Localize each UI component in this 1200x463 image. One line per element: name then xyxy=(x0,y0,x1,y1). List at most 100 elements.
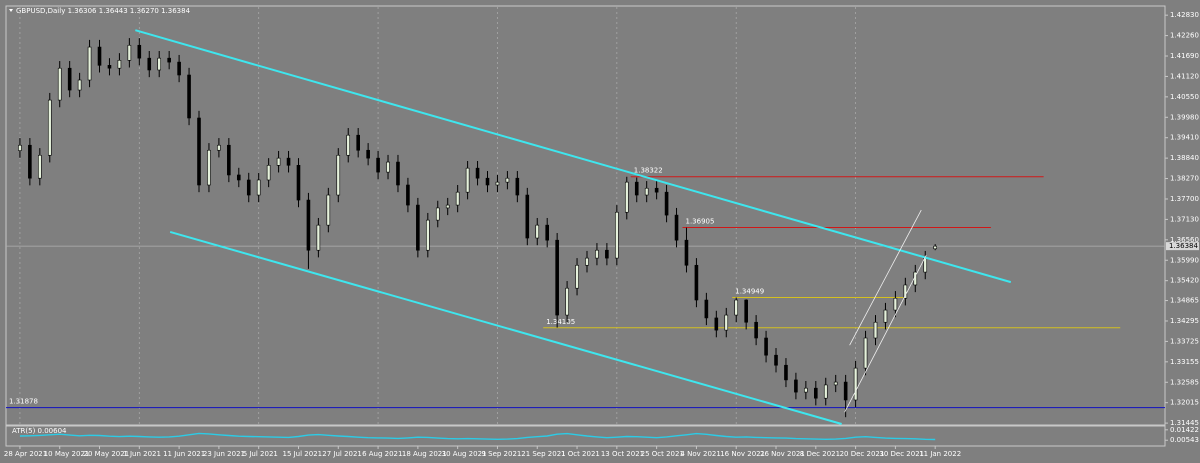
candle-body xyxy=(416,204,420,251)
level-label: 1.36905 xyxy=(685,217,714,225)
axis: 1.42830 1.42260 1.41690 1.41120 1.40550 1.399… xyxy=(4,11,1199,458)
candle-body xyxy=(774,354,778,366)
candle-body xyxy=(704,299,709,319)
candle-body xyxy=(455,191,460,206)
x-tick-label: 8 Dec 2021 xyxy=(800,450,840,458)
y-tick-label: 1.38840 xyxy=(1170,154,1199,162)
candle-body xyxy=(67,67,72,91)
current-price-box xyxy=(1166,242,1199,251)
x-tick-label: 10 May 2021 xyxy=(44,450,90,458)
candle-body xyxy=(336,154,341,196)
y-tick-label: 1.38270 xyxy=(1170,175,1199,183)
candle-body xyxy=(794,379,798,393)
x-tick-label: 20 May 2021 xyxy=(84,450,130,458)
y-tick-label: 1.37130 xyxy=(1170,215,1199,223)
candle-body xyxy=(177,61,181,76)
candle-body xyxy=(296,164,301,201)
candle-body xyxy=(445,204,450,209)
candle-body xyxy=(167,57,171,63)
candle-body xyxy=(306,199,311,251)
candle-body xyxy=(396,161,400,186)
x-tick-label: 26 Nov 2021 xyxy=(760,450,805,458)
candle-body xyxy=(814,387,818,399)
plot: 1.38322 1.36905 1.34949 1.34105 1.31878 xyxy=(6,29,1165,441)
candle-body xyxy=(127,44,132,61)
trendline xyxy=(844,255,927,413)
y-tick-label: 1.42260 xyxy=(1170,32,1199,40)
candle-body xyxy=(674,214,679,241)
candle-body xyxy=(585,257,589,266)
x-tick-label: 6 Aug 2021 xyxy=(362,450,402,458)
candle-body xyxy=(744,299,748,323)
menu-triangle xyxy=(9,9,13,12)
candle-body xyxy=(77,79,82,91)
candle-body xyxy=(18,144,22,151)
candle-body xyxy=(256,179,261,196)
candle-body xyxy=(286,157,291,166)
candle-body xyxy=(684,239,689,266)
candle-body xyxy=(475,167,480,179)
candle-body xyxy=(227,144,231,176)
candle-body xyxy=(823,384,828,399)
candle-body xyxy=(754,321,758,339)
x-tick-label: 13 Oct 2021 xyxy=(601,450,644,458)
y-tick-label: 1.35420 xyxy=(1170,277,1199,285)
y-tick-label: 1.32585 xyxy=(1170,378,1199,386)
candle-body xyxy=(595,249,599,259)
candle-body xyxy=(893,297,898,311)
candle-body xyxy=(276,157,281,166)
atr-line xyxy=(19,432,936,441)
candle-body xyxy=(386,161,390,173)
candle-body xyxy=(246,179,251,196)
x-tick-label: 1 Oct 2021 xyxy=(561,450,600,458)
trendline xyxy=(169,230,842,425)
candle-body xyxy=(326,194,331,226)
candle-body xyxy=(147,57,152,71)
candle-body xyxy=(784,364,788,381)
candle-body xyxy=(117,60,122,69)
candle-body xyxy=(266,164,271,181)
x-tick-label: 30 Dec 2021 xyxy=(879,450,924,458)
level-label: 1.31878 xyxy=(9,398,38,406)
candle-body xyxy=(217,144,221,151)
candle-body xyxy=(515,177,520,196)
y-tick-label: 1.41120 xyxy=(1170,72,1199,80)
y-tick-label: 1.33725 xyxy=(1170,337,1199,345)
candle-body xyxy=(465,167,470,193)
candle-body xyxy=(694,264,699,301)
indicator-tick-label: 0.00543 xyxy=(1170,436,1199,444)
x-tick-label: 1 Jun 2021 xyxy=(123,450,161,458)
candle-body xyxy=(923,257,928,273)
candle-body xyxy=(863,337,868,369)
candle-body xyxy=(545,224,549,241)
trendline xyxy=(135,29,1012,284)
candle-body xyxy=(605,249,609,259)
candle-body xyxy=(137,44,142,59)
candle-body xyxy=(157,57,162,71)
indicator-title: ATR(5) 0.00604 xyxy=(12,427,67,435)
main-frame xyxy=(5,5,1166,426)
x-tick-label: 11 Jan 2022 xyxy=(919,450,961,458)
candle-body xyxy=(873,321,878,339)
y-tick-label: 1.42830 xyxy=(1170,11,1199,19)
candle-body xyxy=(495,181,500,186)
x-tick-label: 16 Nov 2021 xyxy=(720,450,765,458)
candle-body xyxy=(525,194,530,239)
candle-body xyxy=(804,387,808,393)
y-tick-label: 1.31445 xyxy=(1170,419,1199,427)
x-tick-label: 15 Jul 2021 xyxy=(282,450,322,458)
candle-body xyxy=(236,174,241,181)
level-label: 1.34949 xyxy=(735,288,764,296)
candle-body xyxy=(207,149,211,186)
candle-body xyxy=(734,299,739,316)
candle-body xyxy=(933,245,937,250)
candle-body xyxy=(535,224,540,239)
candle-body xyxy=(565,287,569,316)
candle-body xyxy=(764,337,768,356)
y-tick-label: 1.37700 xyxy=(1170,195,1199,203)
candle-body xyxy=(575,264,579,289)
level-label: 1.38322 xyxy=(634,167,663,175)
